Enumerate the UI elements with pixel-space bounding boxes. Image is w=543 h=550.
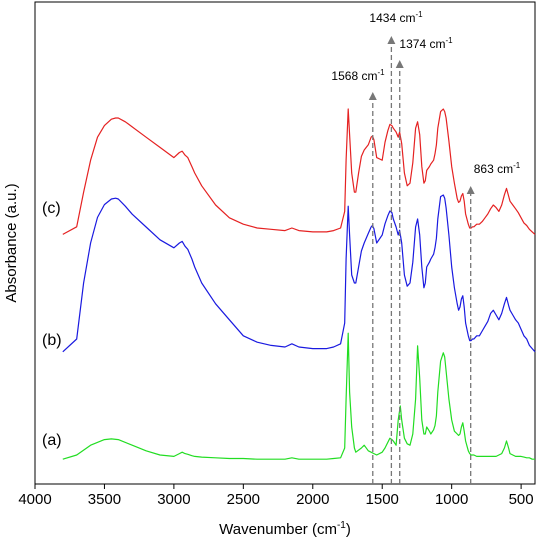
peak-label-main: 863 cm <box>474 162 513 176</box>
x-axis-title-end: ) <box>346 521 351 538</box>
peak-label-sup: -1 <box>445 36 453 45</box>
peak-label-sup: -1 <box>415 10 423 19</box>
x-tick-label: 3000 <box>157 491 190 508</box>
peak-label: 1434 cm-1 <box>369 10 423 25</box>
peak-marker-arrow <box>395 60 404 68</box>
peak-label-main: 1374 cm <box>399 37 445 51</box>
curve-label-b: (b) <box>42 332 62 349</box>
peak-label-sup: -1 <box>377 68 385 77</box>
x-tick-label: 500 <box>509 491 534 508</box>
x-tick-label: 1000 <box>435 491 468 508</box>
peak-marker-arrow <box>387 36 396 44</box>
y-axis-title: Absorbance (a.u.) <box>3 183 20 302</box>
x-tick-label: 1500 <box>366 491 399 508</box>
curve-label-a: (a) <box>42 432 62 449</box>
x-tick-label: 4000 <box>18 491 51 508</box>
curve-label-c: (c) <box>42 200 61 217</box>
x-axis-ticks: 4000 3500 3000 2500 2000 1500 1000 500 <box>18 484 534 508</box>
plot-frame <box>34 1 536 485</box>
series-line-a <box>62 332 535 460</box>
x-tick-label: 3500 <box>88 491 121 508</box>
x-axis-title: Wavenumber (cm-1) <box>219 520 351 538</box>
series-line-c <box>62 108 536 235</box>
peak-label-main: 1568 cm <box>331 69 377 83</box>
curve-labels: (a) (b) (c) <box>42 200 62 449</box>
x-tick-label: 2500 <box>227 491 260 508</box>
peak-label: 863 cm-1 <box>474 161 521 176</box>
peak-marker-arrow <box>368 92 377 100</box>
peak-marker-arrow <box>466 186 475 194</box>
x-axis-title-main: Wavenumber (cm <box>219 521 337 538</box>
peak-label-sup: -1 <box>513 161 521 170</box>
spectra-curves <box>62 108 536 460</box>
x-tick-label: 2000 <box>296 491 329 508</box>
peak-label-main: 1434 cm <box>369 11 415 25</box>
peak-label: 1568 cm-1 <box>331 68 385 83</box>
series-line-b <box>62 194 536 353</box>
x-axis-title-sup: -1 <box>337 520 346 531</box>
peak-label: 1374 cm-1 <box>399 36 453 51</box>
